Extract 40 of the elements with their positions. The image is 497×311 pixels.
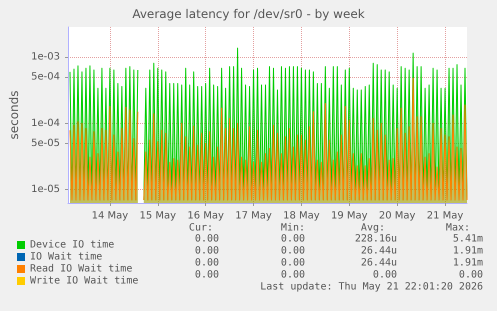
text: 5.41m xyxy=(452,234,484,244)
text: Cur: xyxy=(188,222,214,234)
text: Last update: Thu May 21 22:01:20 2026 xyxy=(260,282,484,292)
text: 0.00 xyxy=(194,258,220,268)
text: 0.00 xyxy=(194,246,220,256)
x-tick-label: 20 May xyxy=(378,210,416,222)
y-tick-label: 1e-03 xyxy=(31,52,60,63)
x-tick-label: 15 May xyxy=(139,210,176,222)
x-tick-label: 21 May xyxy=(426,210,464,222)
text: 0.00 xyxy=(194,234,220,244)
text: Avg: xyxy=(360,222,386,234)
text: 0.00 xyxy=(280,234,306,244)
text: 0.00 xyxy=(458,270,484,280)
y-tick-label: 5e-04 xyxy=(31,72,60,83)
text: 26.44u xyxy=(360,246,397,256)
legend-label: Device IO time xyxy=(30,240,114,250)
text: 0.00 xyxy=(280,258,306,268)
x-tick-label: 14 May xyxy=(92,210,128,222)
legend-label: Write IO Wait time xyxy=(30,276,138,286)
text: 0.00 xyxy=(280,270,306,280)
y-axis-title: seconds xyxy=(7,90,21,140)
legend-label: IO Wait time xyxy=(30,252,102,262)
x-tick-label: 18 May xyxy=(283,210,320,222)
y-tick-label: 1e-04 xyxy=(31,118,60,129)
legend-label: Read IO Wait time xyxy=(30,264,132,274)
text: Max: xyxy=(446,222,470,234)
text: 0.00 xyxy=(280,246,306,256)
x-tick-label: 16 May xyxy=(187,210,224,222)
text: 1.91m xyxy=(452,246,484,256)
x-tick-label: 17 May xyxy=(235,210,272,222)
text: 1.91m xyxy=(452,258,484,268)
x-tick-label: 19 May xyxy=(331,210,368,222)
text: 228.16u xyxy=(354,234,398,244)
text: 26.44u xyxy=(360,258,397,268)
text: Min: xyxy=(280,222,306,234)
y-tick-label: 1e-05 xyxy=(31,184,60,196)
text: 0.00 xyxy=(372,270,398,280)
y-tick-label: 5e-05 xyxy=(31,138,60,149)
text: 0.00 xyxy=(194,270,220,280)
chart-title: Average latency for /dev/sr0 - by week xyxy=(132,7,365,21)
